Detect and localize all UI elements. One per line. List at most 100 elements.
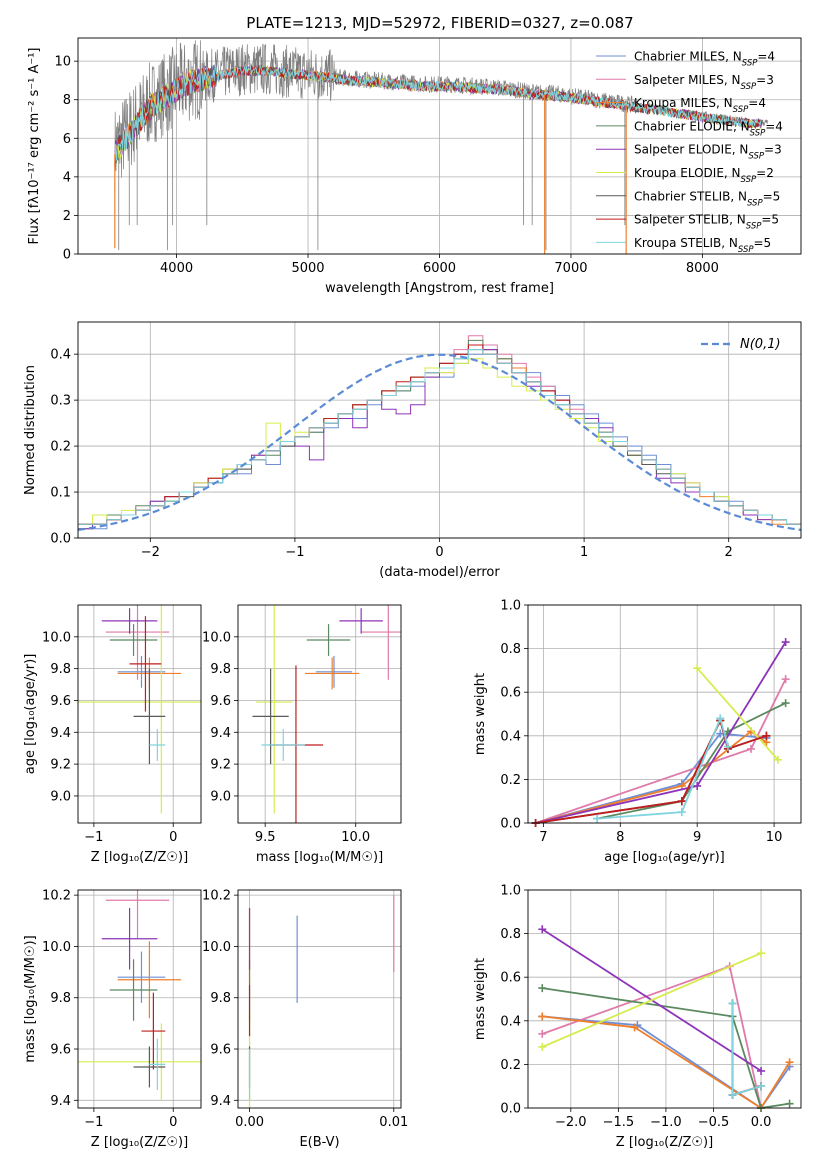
weight-point-marker bbox=[538, 1042, 547, 1051]
tick-label-y: 9.6 bbox=[50, 1043, 71, 1058]
tick-label-y: 0.4 bbox=[500, 729, 521, 744]
tick-label-x: −1 bbox=[285, 545, 304, 560]
tick-label-x: 0.00 bbox=[235, 1115, 264, 1130]
tick-label-y: 9.8 bbox=[210, 991, 231, 1006]
tick-label-x: 9 bbox=[693, 830, 701, 845]
tick-label-y: 0.8 bbox=[500, 927, 521, 942]
legend-entry: Chabrier STELIB, NSSP=5 bbox=[634, 189, 780, 208]
tick-label-x: −1 bbox=[84, 1115, 103, 1130]
weight-point-marker bbox=[728, 1090, 737, 1099]
tick-label-y: 9.6 bbox=[210, 694, 231, 709]
tick-label-y: 10 bbox=[54, 55, 71, 70]
weight_vs_age-ylabel: mass weight bbox=[473, 673, 488, 755]
tick-label-y: 9.8 bbox=[50, 991, 71, 1006]
weight-series-line bbox=[731, 1003, 762, 1097]
tick-label-y: 0.2 bbox=[500, 773, 521, 788]
axes-frame bbox=[77, 889, 202, 1109]
weight-point-marker bbox=[693, 664, 702, 673]
weight-series-line bbox=[542, 1015, 791, 1108]
mass_vs_Z-ylabel: mass [log₁₀(M/M☉)] bbox=[23, 935, 38, 1062]
weight-series-line bbox=[542, 1015, 791, 1108]
age_vs_Z-ylabel: age [log₁₀(age/yr)] bbox=[23, 654, 38, 775]
spectrum-xlabel: wavelength [Angstrom, rest frame] bbox=[325, 281, 554, 296]
residuals-xlabel: (data-model)/error bbox=[379, 565, 500, 580]
weight_vs_age-xlabel: age [log₁₀(age/yr)] bbox=[604, 850, 725, 865]
axes-frame bbox=[527, 604, 802, 824]
tick-label-x: 4000 bbox=[160, 261, 193, 276]
legend-entry: Chabrier MILES, NSSP=4 bbox=[634, 50, 775, 69]
weight-point-marker bbox=[781, 638, 790, 647]
tick-label-x: −0.5 bbox=[698, 1115, 730, 1130]
histogram-series bbox=[78, 349, 801, 538]
age_vs_mass-grid bbox=[238, 605, 401, 823]
tick-label-x: −2.0 bbox=[555, 1115, 587, 1130]
tick-label-y: 0.6 bbox=[500, 971, 521, 986]
tick-label-x: 7000 bbox=[554, 261, 587, 276]
weight-point-marker bbox=[677, 808, 686, 817]
tick-label-x: 10 bbox=[766, 830, 783, 845]
age_vs_Z-grid bbox=[78, 605, 201, 823]
tick-label-x: 8000 bbox=[686, 261, 719, 276]
tick-label-y: 8 bbox=[63, 93, 71, 108]
tick-label-y: 10.2 bbox=[202, 889, 231, 904]
tick-label-x: 2 bbox=[725, 545, 733, 560]
tick-label-y: 10.2 bbox=[42, 889, 71, 904]
tick-label-y: 9.6 bbox=[50, 694, 71, 709]
tick-label-y: 9.4 bbox=[50, 726, 71, 741]
axes-frame bbox=[77, 604, 202, 824]
mass_vs_Z-xlabel: Z [log₁₀(Z/Z☉)] bbox=[91, 1135, 188, 1150]
tick-label-x: 1 bbox=[580, 545, 588, 560]
tick-label-y: 0.2 bbox=[50, 440, 71, 455]
weight_vs_Z-ylabel: mass weight bbox=[473, 958, 488, 1040]
axes-frame bbox=[237, 889, 402, 1109]
weight_vs_Z-xlabel: Z [log₁₀(Z/Z☉)] bbox=[616, 1135, 713, 1150]
weight-series-line bbox=[731, 1003, 762, 1097]
weight_vs_Z-grid bbox=[528, 889, 801, 1109]
weight-series-line bbox=[535, 732, 767, 823]
tick-label-x: −1.0 bbox=[650, 1115, 682, 1130]
residuals-ylabel: Normed distribution bbox=[23, 365, 38, 495]
axes-frame bbox=[237, 604, 402, 824]
weight-series-line bbox=[541, 952, 762, 1048]
tick-label-y: 0.8 bbox=[500, 642, 521, 657]
tick-label-x: −2 bbox=[141, 545, 160, 560]
weight-point-marker bbox=[677, 797, 686, 806]
gaussian-curve bbox=[78, 353, 801, 531]
tick-label-x: 5000 bbox=[291, 261, 324, 276]
weight-point-marker bbox=[762, 731, 771, 740]
spectrum-model-line bbox=[114, 64, 762, 167]
tick-label-x: −1 bbox=[84, 830, 103, 845]
weight-point-marker bbox=[723, 742, 732, 751]
tick-label-y: 9.8 bbox=[50, 662, 71, 677]
weight-series-line bbox=[597, 715, 729, 820]
tick-label-y: 0.3 bbox=[50, 394, 71, 409]
legend-gaussian-label: N(0,1) bbox=[740, 337, 781, 352]
tick-label-y: 10.0 bbox=[202, 940, 231, 955]
weight-series-line bbox=[696, 667, 779, 761]
figure-title: PLATE=1213, MJD=52972, FIBERID=0327, z=0… bbox=[246, 14, 633, 32]
tick-label-y: 0.0 bbox=[50, 532, 71, 547]
tick-label-y: 6 bbox=[63, 132, 71, 147]
tick-label-x: 0.0 bbox=[751, 1115, 772, 1130]
legend-entry: Salpeter ELODIE, NSSP=3 bbox=[634, 143, 782, 162]
weight-point-marker bbox=[781, 699, 790, 708]
weight-series-line bbox=[597, 702, 786, 820]
tick-label-y: 9.0 bbox=[50, 789, 71, 804]
weight-point-marker bbox=[757, 949, 766, 958]
weight-point-marker bbox=[538, 984, 547, 993]
tick-label-x: 10.0 bbox=[341, 830, 370, 845]
tick-label-y: 0.0 bbox=[500, 817, 521, 832]
weight-point-marker bbox=[716, 714, 725, 723]
tick-label-x: 0 bbox=[169, 830, 177, 845]
tick-label-y: 0.4 bbox=[500, 1014, 521, 1029]
tick-label-y: 0.0 bbox=[500, 1102, 521, 1117]
tick-label-y: 0.2 bbox=[500, 1058, 521, 1073]
axes-frame bbox=[527, 889, 802, 1109]
weight-point-marker bbox=[693, 781, 702, 790]
age_vs_Z-xlabel: Z [log₁₀(Z/Z☉)] bbox=[91, 850, 188, 865]
mass_vs_EBV-xlabel: E(B-V) bbox=[299, 1135, 339, 1150]
weight-point-marker bbox=[785, 1099, 794, 1108]
tick-label-y: 10.0 bbox=[202, 630, 231, 645]
tick-label-x: 0.01 bbox=[379, 1115, 408, 1130]
